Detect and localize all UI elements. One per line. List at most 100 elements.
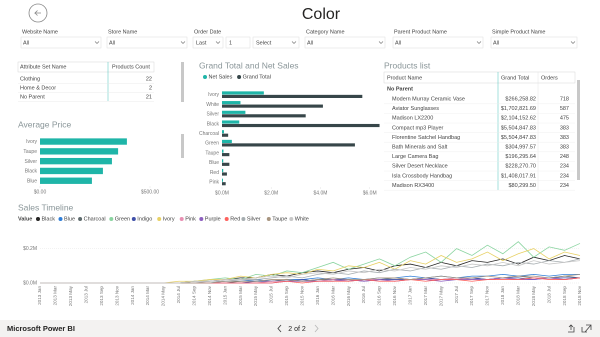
- legend-label: Black: [42, 216, 56, 222]
- y-tick-label: $0.0M: [23, 280, 37, 286]
- table-cell: $5,504,847.83: [501, 125, 536, 131]
- column-header: Grand Total: [501, 75, 529, 81]
- date-field[interactable]: [252, 36, 300, 49]
- legend-swatch: [78, 217, 83, 221]
- filter-label: Category Name: [306, 29, 345, 35]
- share-icon[interactable]: [568, 324, 575, 333]
- y-tick-label: Black: [25, 169, 38, 175]
- column-header: Orders: [541, 75, 558, 81]
- bar: [222, 182, 226, 186]
- x-tick-label: 2014 Jul: [176, 286, 181, 303]
- x-tick-label: $2.0M: [264, 190, 278, 196]
- x-tick-label: 2017 Mar: [423, 286, 428, 306]
- table-cell: $5,504,847.83: [501, 135, 536, 141]
- x-tick-label: 2014 Sep: [192, 286, 197, 306]
- table-cell: $304,997.57: [505, 144, 536, 150]
- bar: [222, 168, 224, 173]
- bar: [222, 130, 224, 134]
- y-tick-label: Silver: [206, 112, 219, 118]
- x-tick-label: 2017 Nov: [485, 285, 490, 305]
- dropdown-chevron[interactable]: [291, 41, 297, 44]
- dropdown[interactable]: [304, 36, 386, 49]
- legend-label: Ivory: [163, 216, 175, 222]
- table-cell: 587: [560, 106, 569, 112]
- dropdown-value[interactable]: All: [493, 40, 499, 46]
- dropdown-value[interactable]: All: [23, 40, 29, 46]
- date-field-value[interactable]: Last: [196, 40, 207, 46]
- table-cell: $228,270.70: [505, 164, 536, 170]
- y-tick-label: Ivory: [208, 92, 219, 98]
- dropdown[interactable]: [490, 36, 578, 49]
- date-field[interactable]: [225, 36, 251, 49]
- dropdown-chevron[interactable]: [570, 41, 576, 44]
- table-cell: Modern Murray Ceramic Vase: [392, 96, 465, 102]
- dropdown-value[interactable]: All: [395, 40, 401, 46]
- dropdown-chevron[interactable]: [476, 41, 482, 44]
- x-tick-label: 2018 Jul: [546, 286, 551, 303]
- bar: [222, 143, 355, 147]
- table-cell: $80,299.50: [508, 183, 536, 189]
- dropdown-chevron[interactable]: [94, 41, 100, 44]
- table-cell: 718: [560, 96, 569, 102]
- x-tick-label: 2015 May: [253, 285, 258, 306]
- y-tick-label: Red: [210, 170, 219, 176]
- x-tick-label: 2015 Mar: [238, 286, 243, 306]
- legend-label: Net Sales: [209, 74, 233, 80]
- legend-label: Silver: [247, 216, 261, 222]
- prev-page[interactable]: [277, 324, 282, 333]
- legend-label: Grand Total: [243, 74, 271, 80]
- fullscreen-icon[interactable]: [581, 324, 592, 333]
- dropdown[interactable]: [106, 36, 188, 49]
- dropdown-value[interactable]: All: [307, 40, 313, 46]
- table-cell: 383: [560, 135, 569, 141]
- x-tick-label: 2017 Sep: [469, 286, 474, 306]
- legend-swatch: [58, 217, 63, 221]
- date-field-value[interactable]: Select: [256, 40, 272, 46]
- group-header: No Parent: [387, 86, 413, 92]
- bar: [222, 94, 363, 98]
- table-header: [17, 61, 155, 73]
- table-cell: 475: [560, 116, 569, 122]
- bar: [222, 123, 380, 128]
- legend-swatch: [157, 217, 162, 221]
- legend-label: Blue: [64, 216, 75, 222]
- back-arrow[interactable]: [34, 12, 38, 16]
- filter-label: Order Date: [194, 29, 221, 35]
- date-field[interactable]: [192, 36, 224, 49]
- dropdown[interactable]: [20, 36, 102, 49]
- filter-label: Simple Product Name: [492, 29, 546, 35]
- legend-swatch: [179, 217, 184, 221]
- scrollbar: [181, 134, 184, 158]
- table-cell: Bath Minerals and Salt: [392, 144, 448, 150]
- x-tick-label: 2015 Jan: [222, 286, 227, 305]
- legend-label: Green: [115, 216, 130, 222]
- table-cell: Clothing: [20, 76, 40, 82]
- table-cell: Madison LX2200: [392, 116, 433, 122]
- dropdown-chevron[interactable]: [180, 41, 186, 44]
- dropdown-value[interactable]: All: [109, 40, 115, 46]
- bar: [222, 120, 240, 124]
- column-header: Attribute Set Name: [20, 64, 66, 70]
- back-circle[interactable]: [28, 3, 48, 23]
- bar: [222, 149, 224, 153]
- back-button[interactable]: [28, 3, 48, 23]
- x-tick-label: 2016 Jan: [315, 286, 320, 305]
- legend-label: White: [295, 216, 309, 222]
- x-tick-label: 2016 Mar: [330, 286, 335, 306]
- bar: [222, 104, 323, 108]
- table-cell: 383: [560, 144, 569, 150]
- table-cell: $196,295.64: [505, 154, 536, 160]
- dropdown-chevron[interactable]: [378, 41, 384, 44]
- y-tick-label: Charcoal: [199, 131, 219, 137]
- y-tick-label: Pink: [209, 179, 219, 185]
- bar: [222, 139, 232, 144]
- y-tick-label: $0.2M: [23, 246, 37, 252]
- bar: [222, 153, 230, 157]
- dropdown-chevron[interactable]: [215, 41, 221, 44]
- bar: [222, 101, 241, 105]
- date-field-value[interactable]: 1: [229, 40, 232, 46]
- next-page[interactable]: [314, 324, 319, 333]
- dropdown[interactable]: [392, 36, 484, 49]
- legend-label: Indigo: [137, 216, 152, 222]
